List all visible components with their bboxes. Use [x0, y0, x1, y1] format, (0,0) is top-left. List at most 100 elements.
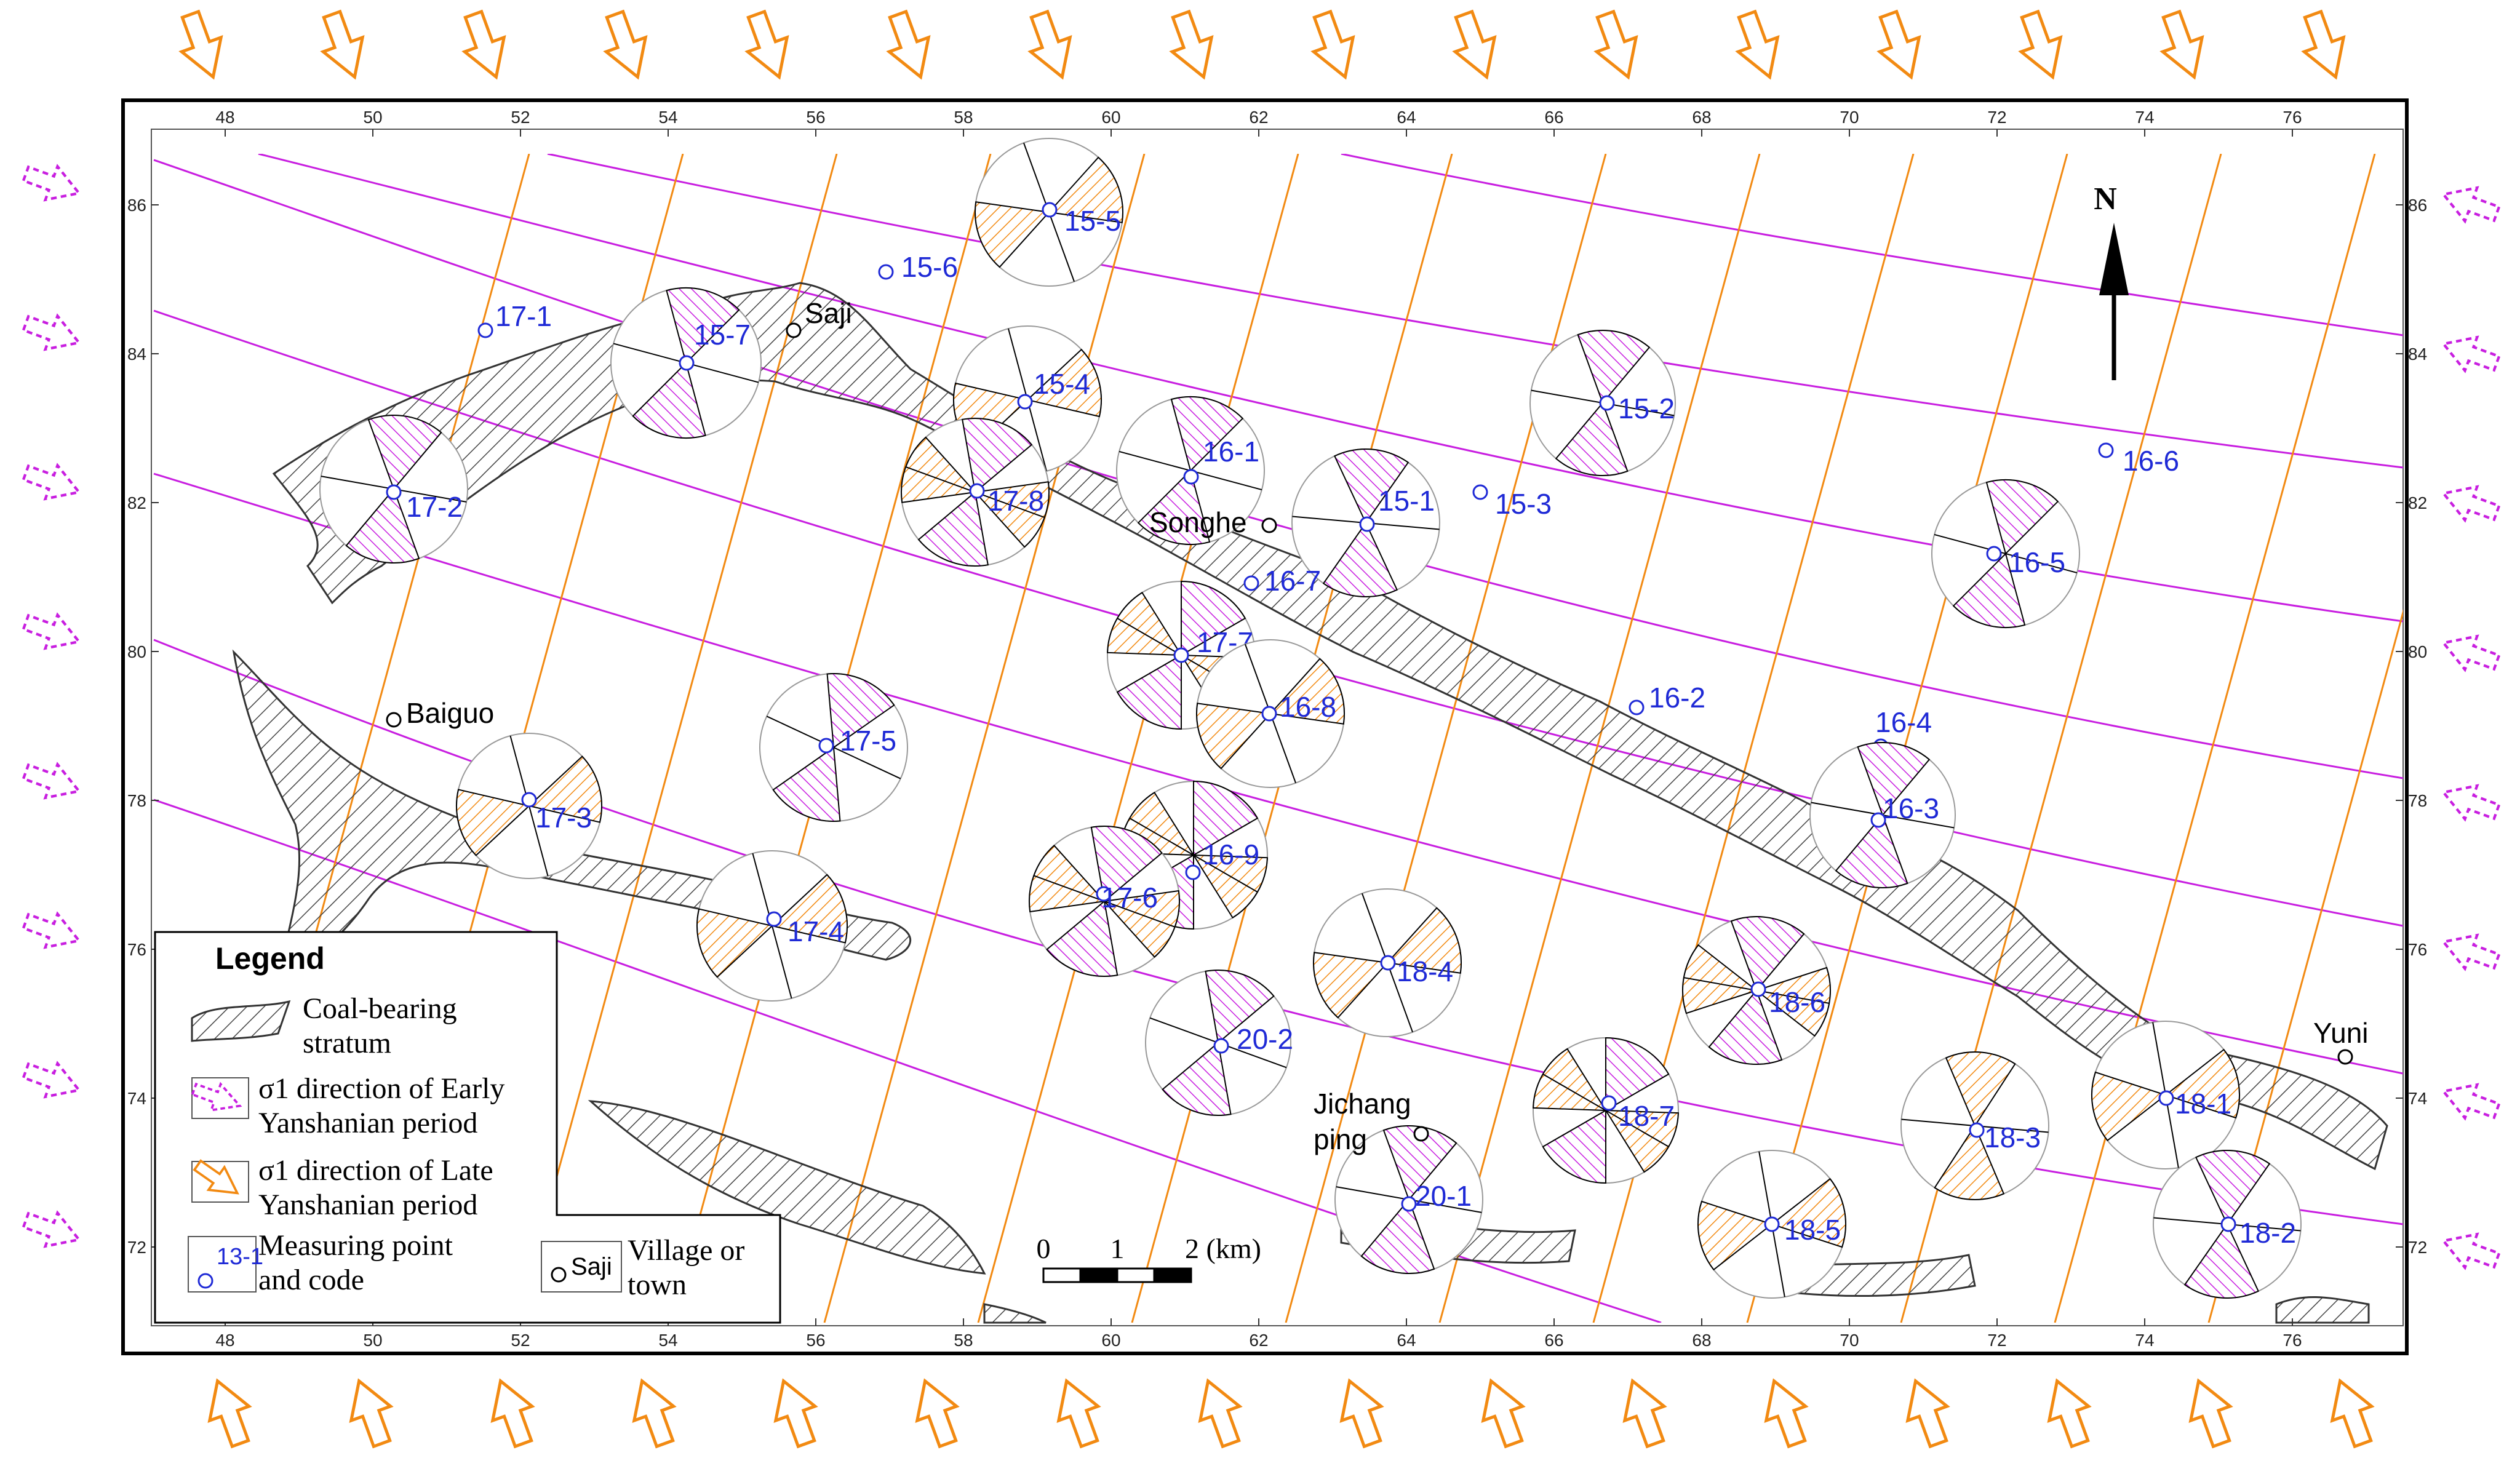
- place-marker-jichangping: [1413, 1126, 1429, 1142]
- early-trend-line: [1341, 154, 2403, 337]
- late-sigma1-arrow-icon: [1056, 1378, 1101, 1449]
- measuring-point-15-2: [1599, 395, 1615, 411]
- x-tick-bottom-68: 68: [1692, 1331, 1711, 1350]
- scale-tick-0: 0: [1037, 1233, 1051, 1264]
- y-tick-left-76: 76: [127, 940, 146, 959]
- measuring-point-18-7: [1601, 1095, 1617, 1111]
- place-label-baiguo: Baiguo: [406, 697, 494, 729]
- early-sigma1-arrow-icon: [2441, 1232, 2501, 1270]
- measuring-point-18-3: [1969, 1122, 1985, 1138]
- late-sigma1-arrow-icon: [461, 9, 506, 80]
- x-tick-top-52: 52: [511, 108, 530, 127]
- late-sigma1-arrow-icon: [632, 1378, 677, 1449]
- y-tick-left-80: 80: [127, 642, 146, 661]
- measuring-point-17-1: [477, 322, 493, 338]
- station-label-15-1: 15-1: [1378, 485, 1435, 517]
- place-label-saji: Saji: [805, 297, 852, 329]
- x-tick-bottom-70: 70: [1840, 1331, 1859, 1350]
- y-tick-right-82: 82: [2408, 493, 2427, 512]
- legend-point-code: 13-1: [217, 1244, 263, 1270]
- x-tick-bottom-58: 58: [954, 1331, 973, 1350]
- measuring-point-16-6: [2098, 442, 2114, 458]
- late-sigma1-arrow-icon: [1169, 9, 1214, 80]
- place-label-yuni: Yuni: [2313, 1017, 2369, 1049]
- y-tick-right-76: 76: [2408, 940, 2427, 959]
- early-trend-line: [547, 154, 2403, 469]
- station-label-15-2: 15-2: [1618, 392, 1675, 424]
- y-tick-right-74: 74: [2408, 1089, 2427, 1108]
- y-tick-right-86: 86: [2408, 196, 2427, 215]
- station-label-17-5: 17-5: [840, 725, 896, 757]
- late-sigma1-arrow-icon: [1339, 1378, 1384, 1449]
- measuring-point-16-3: [1870, 812, 1886, 828]
- measuring-point-15-7: [679, 355, 695, 371]
- station-label-18-2: 18-2: [2239, 1217, 2296, 1249]
- stereonet-18-4: [1313, 888, 1462, 1037]
- station-label-16-2: 16-2: [1649, 682, 1705, 714]
- late-sigma1-arrow-icon: [349, 1378, 394, 1449]
- late-sigma1-arrow-icon: [2330, 1378, 2375, 1449]
- station-label-15-4: 15-4: [1034, 368, 1090, 400]
- x-tick-bottom-60: 60: [1101, 1331, 1120, 1350]
- station-label-20-1: 20-1: [1415, 1180, 1472, 1212]
- station-label-16-1: 16-1: [1203, 436, 1259, 468]
- legend-point-marker: [197, 1273, 213, 1289]
- coal-bearing-stratum: [2275, 1296, 2370, 1324]
- late-trend-line: [2207, 608, 2403, 1323]
- station-label-16-4: 16-4: [1875, 706, 1932, 738]
- station-label-17-1: 17-1: [495, 300, 552, 332]
- measuring-point-18-6: [1750, 981, 1766, 997]
- x-tick-bottom-54: 54: [658, 1331, 677, 1350]
- late-sigma1-arrow-icon: [1905, 1378, 1950, 1449]
- stress-stereonets: 15-5 15-6 15-7 17-1 15-4 16-1 17-2 17-8 15-2 16-6…: [319, 138, 2302, 1299]
- north-label: N: [2094, 181, 2117, 217]
- measuring-point-17-3: [521, 792, 537, 808]
- early-sigma1-arrow-icon: [2441, 933, 2501, 971]
- station-label-15-7: 15-7: [694, 319, 751, 351]
- measuring-point-16-1: [1183, 469, 1199, 485]
- measuring-point-18-4: [1380, 955, 1396, 971]
- station-label-17-3: 17-3: [535, 802, 592, 834]
- measuring-point-15-6: [878, 264, 894, 280]
- late-sigma1-arrow-icon: [2047, 1378, 2092, 1449]
- north-arrow: N: [2094, 181, 2129, 380]
- station-label-17-4: 17-4: [788, 915, 844, 947]
- legend-coal-swatch: [191, 1000, 291, 1042]
- x-tick-top-58: 58: [954, 108, 973, 127]
- measuring-point-15-5: [1042, 202, 1058, 218]
- early-sigma1-arrow-icon: [22, 1210, 82, 1248]
- x-tick-bottom-48: 48: [215, 1331, 234, 1350]
- x-tick-bottom-56: 56: [806, 1331, 825, 1350]
- x-tick-bottom-66: 66: [1544, 1331, 1563, 1350]
- y-tick-right-72: 72: [2408, 1238, 2427, 1257]
- station-label-15-5: 15-5: [1064, 205, 1121, 237]
- place-label-songhe: Songhe: [1149, 506, 1247, 538]
- station-label-18-6: 18-6: [1769, 986, 1825, 1018]
- measuring-point-16-2: [1629, 699, 1645, 715]
- measuring-point-16-9: [1185, 864, 1201, 880]
- late-sigma1-arrow-icon: [1764, 1378, 1809, 1449]
- x-tick-top-60: 60: [1101, 108, 1120, 127]
- place-marker-songhe: [1261, 517, 1277, 533]
- place-labels: Saji Songhe Baiguo Jichang ping Yuni: [386, 297, 2369, 1155]
- x-tick-top-62: 62: [1249, 108, 1268, 127]
- coal-bearing-stratum: [588, 1100, 986, 1275]
- x-tick-top-74: 74: [2135, 108, 2154, 127]
- y-tick-left-74: 74: [127, 1089, 146, 1108]
- station-label-18-7: 18-7: [1618, 1100, 1675, 1132]
- x-tick-bottom-50: 50: [363, 1331, 382, 1350]
- measuring-point-18-5: [1764, 1216, 1780, 1232]
- x-tick-bottom-72: 72: [1987, 1331, 2006, 1350]
- station-label-16-6: 16-6: [2123, 445, 2179, 477]
- early-sigma1-arrow-icon: [22, 164, 82, 202]
- legend-coal-label: Coal-bearing stratum: [303, 992, 457, 1059]
- late-sigma1-arrow-icon: [1027, 9, 1072, 80]
- legend-village-marker: [551, 1267, 567, 1283]
- x-tick-top-70: 70: [1840, 108, 1859, 127]
- station-label-18-1: 18-1: [2175, 1088, 2231, 1120]
- stereonet-18-7: [1533, 1037, 1679, 1184]
- late-sigma1-arrow-icon: [1622, 1378, 1667, 1449]
- place-marker-saji: [786, 322, 802, 338]
- early-sigma1-arrow-icon: [22, 762, 82, 800]
